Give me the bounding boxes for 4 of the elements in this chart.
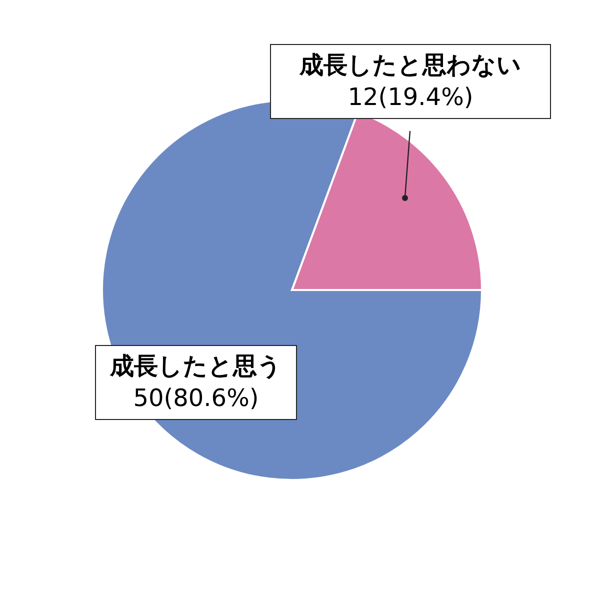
slice-label: 成長したと思う	[108, 351, 283, 382]
slice-label: 成長したと思わない	[298, 50, 522, 81]
data-label: 50(80.6%)	[132, 383, 260, 414]
data-label: 12(19.4%)	[346, 82, 474, 114]
